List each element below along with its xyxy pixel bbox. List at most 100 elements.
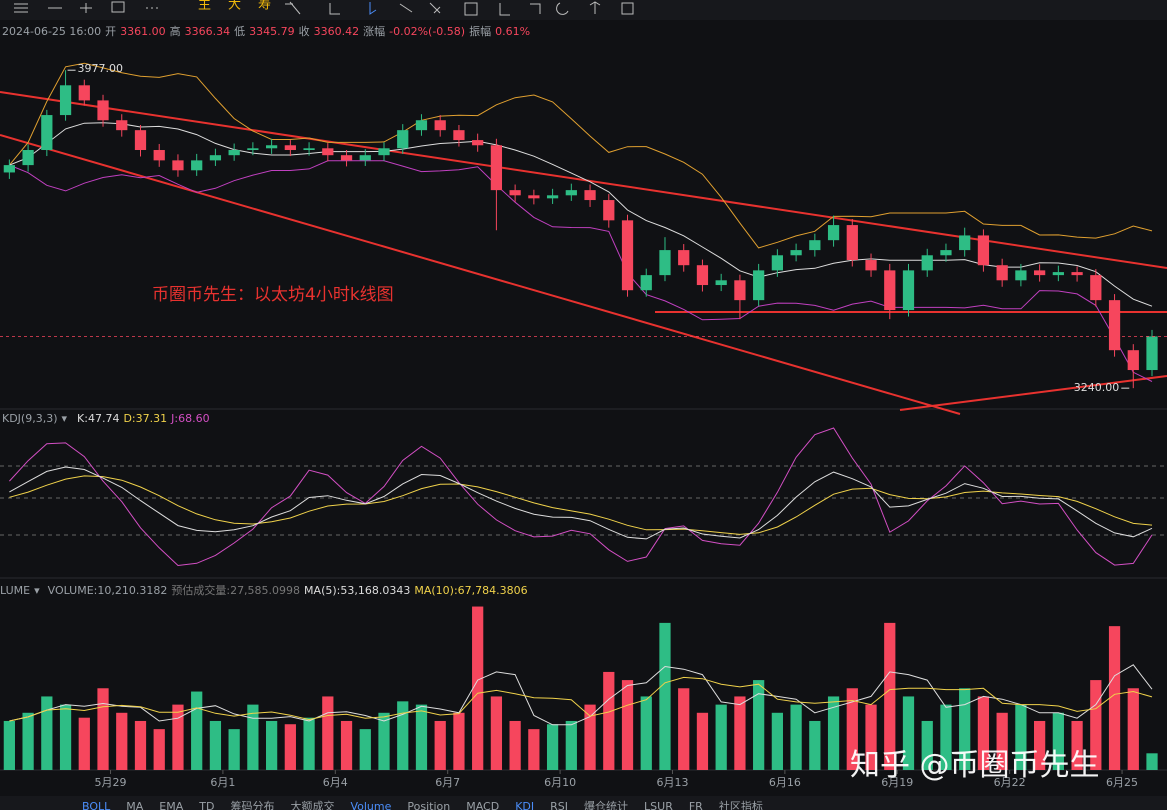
boll-upper [9,62,1153,249]
candle-body [22,150,34,166]
candle-body [734,280,746,301]
boll-mid [9,122,1153,307]
candle-body [902,270,915,311]
candle-body [1108,300,1121,351]
toolbar-icons [14,1,634,16]
candle-body [359,155,371,161]
volume-bar [715,704,727,770]
candle-body [247,148,259,151]
volume-bar [453,712,465,770]
candle-body [865,260,877,271]
candle-body [996,265,1008,281]
volume-bar [303,717,315,770]
label: 低 [234,25,246,38]
candle-body [696,265,709,286]
candle-body [378,148,390,156]
volume-bar [678,688,690,770]
candle-body [509,190,521,196]
toolbar-label[interactable]: 大 [228,0,241,13]
volume-bar [734,696,746,770]
candle-body [884,270,896,311]
candle-body [621,220,634,291]
volume-bar [1034,720,1046,770]
bottom-tab[interactable]: FR [689,800,703,810]
bottom-tab[interactable]: 社区指标 [719,799,763,810]
volume-bar [696,712,709,770]
kdj-levels [0,465,1167,536]
volume-bar [509,720,521,770]
volume-bar [959,688,971,770]
bottom-tab[interactable]: MACD [466,800,499,810]
candle-body [678,250,690,266]
bottom-tab[interactable]: TD [198,800,214,810]
label: 收 [298,25,310,38]
volume-bar [1071,720,1083,770]
volume-bar [78,717,90,770]
volume-bar [22,712,34,770]
bottom-tab[interactable]: BOLL [82,800,111,810]
volume-bar [827,696,840,770]
x-tick-label: 6月25 [1106,776,1138,789]
x-tick-label: 6月22 [994,776,1026,789]
bottom-tab[interactable]: Position [407,800,450,810]
bottom-tab[interactable]: 大额成交 [290,799,334,810]
bottom-tab[interactable]: LSUR [644,800,673,810]
x-tick-label: 6月19 [881,776,913,789]
volume-bar [247,704,259,770]
ma5: MA(5):53,168.0343 [304,584,411,597]
volume-bar [472,606,484,770]
toolbar [0,0,1167,20]
volume-bar [490,696,503,770]
bottom-tab[interactable]: KDJ [515,800,534,810]
candle-body [921,255,933,271]
candle-body [827,225,840,241]
candle-body [209,155,222,161]
volume-bar [921,720,933,770]
volume-bar [940,704,952,770]
x-tick-label: 6月16 [769,776,801,789]
candle-body [284,145,296,151]
volume: VOLUME:10,210.3182 [47,584,168,597]
volume-bar [565,720,577,770]
bottom-tab[interactable]: EMA [159,800,183,810]
value: 3361.00 [120,25,166,38]
volume-bar [1108,626,1121,770]
candle-body [584,190,596,201]
bottom-tab[interactable]: 筹码分布 [230,799,274,810]
toolbar-label[interactable]: 主 [198,0,211,13]
label[interactable]: KDJ(9,3,3) [2,412,58,425]
toolbar-label[interactable]: 寿 [258,0,271,13]
candle-body [1015,270,1027,281]
candle-body [565,190,577,196]
volume-bar [415,704,428,770]
candle-body [1052,272,1064,276]
volume-bar [191,691,203,770]
candle-body [59,85,72,116]
candle-body [1071,272,1083,276]
candle-body [846,225,858,261]
volume-bar [340,720,353,770]
volume-bar [59,704,72,770]
label: 涨幅 [363,25,386,38]
volume-bar [1052,712,1064,770]
volume-bar [434,720,446,770]
bottom-tab[interactable]: Volume [350,800,391,810]
candle-body [1090,275,1102,301]
volume-bar [134,720,147,770]
volume-bar [753,680,765,770]
candle-body [265,145,278,149]
value: 3345.79 [249,25,295,38]
x-tick-label: 6月10 [544,776,576,789]
candle-body [640,275,652,291]
volume-bar [284,724,296,770]
bottom-tab[interactable]: 爆仓统计 [584,799,628,810]
candle-body [977,235,990,266]
bottom-tab[interactable]: RSI [550,800,568,810]
label[interactable]: LUME [0,584,31,597]
x-tick-label: 6月4 [323,776,348,789]
candle-body [3,165,15,173]
kdj-j [9,427,1153,567]
volume-bar [116,712,128,770]
bottom-tab[interactable]: MA [126,800,143,810]
trend-lines [0,91,1167,415]
